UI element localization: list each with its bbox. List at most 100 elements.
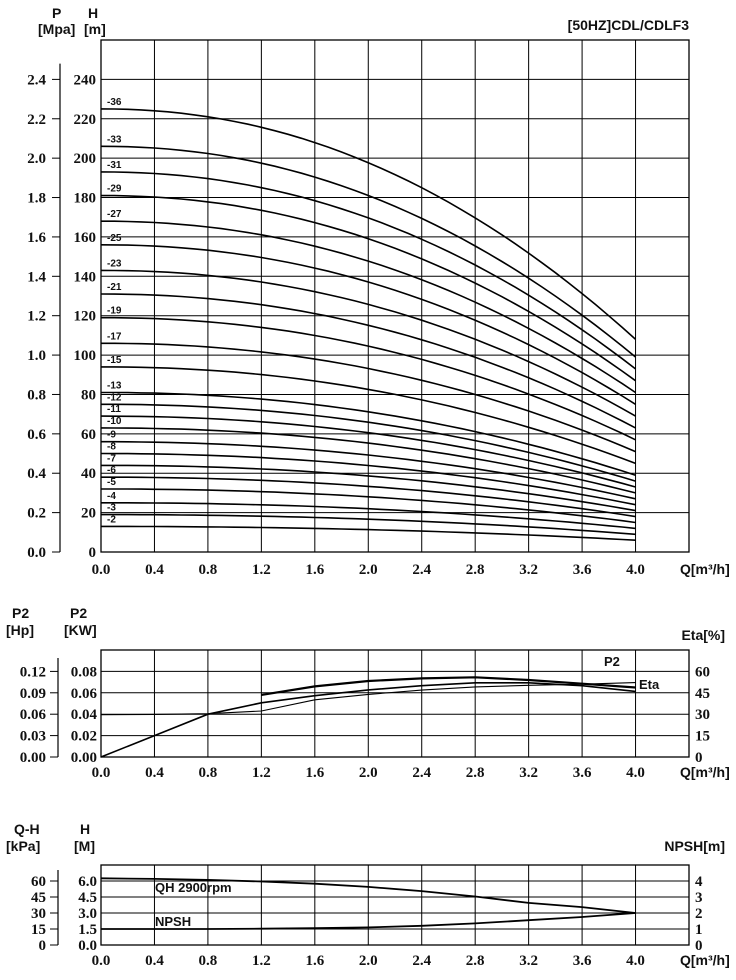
p2-kw-axis-title: P2 [70, 605, 87, 621]
x-tick-label: 1.2 [252, 562, 271, 578]
p-tick-label: 1.0 [27, 348, 46, 364]
x-tick-label: 4.0 [626, 765, 645, 781]
npsh-tick-label: 0 [695, 938, 703, 954]
m-tick-label: 0.0 [78, 938, 97, 954]
hp-tick-label: 0.06 [20, 707, 47, 723]
h-tick-label: 180 [74, 191, 97, 207]
x-tick-label: 3.2 [519, 562, 538, 578]
kpa-tick-label: 15 [31, 922, 46, 938]
stage-label: -12 [107, 392, 122, 403]
x-tick-label: 0.4 [145, 953, 164, 969]
x-axis-title: Q[m³/h] [680, 561, 730, 577]
h-axis-unit: [m] [84, 21, 106, 37]
stage-curve [101, 220, 636, 394]
x-tick-label: 0.8 [199, 765, 218, 781]
stage-label: -33 [107, 134, 122, 145]
stage-label: -31 [107, 160, 122, 171]
qh-plot-frame [100, 39, 690, 553]
qh-axis-unit: [kPa] [6, 838, 40, 854]
h-tick-label: 0 [89, 545, 97, 561]
eta-tick-label: 30 [695, 707, 710, 723]
kw-tick-label: 0.02 [71, 729, 97, 745]
power-efficiency-chart: 0.000.030.060.090.120.000.020.040.060.08… [6, 605, 730, 781]
x-tick-label: 2.0 [359, 562, 378, 578]
kpa-tick-label: 0 [39, 938, 47, 954]
stage-curve [100, 171, 636, 370]
stage-label: -9 [107, 430, 116, 441]
x-tick-label: 3.6 [573, 953, 592, 969]
stage-label: -11 [107, 404, 121, 415]
hp-tick-label: 0.00 [20, 750, 46, 766]
stage-curve [101, 391, 636, 476]
h-tick-label: 80 [81, 387, 96, 403]
stage-label: -36 [107, 97, 122, 108]
x-tick-label: 1.2 [252, 953, 271, 969]
eta-tick-label: 60 [695, 664, 710, 680]
hp-tick-label: 0.12 [20, 664, 46, 680]
p-tick-label: 0.8 [27, 387, 46, 403]
x-tick-label: 2.4 [412, 765, 431, 781]
stage-curve [101, 464, 636, 512]
kpa-tick-label: 60 [31, 874, 46, 890]
x-tick-label: 0.8 [199, 562, 218, 578]
stage-label: -21 [107, 282, 122, 293]
stage-curve [101, 366, 636, 465]
stage-label: -7 [107, 453, 116, 464]
p2-curve-label: P2 [604, 654, 620, 669]
eta-axis-title: Eta[%] [681, 627, 725, 643]
p2-plot-frame [100, 649, 690, 758]
stage-label: -2 [107, 514, 116, 525]
m-tick-label: 6.0 [78, 874, 97, 890]
x-tick-label: 0.4 [145, 562, 164, 578]
p-tick-label: 2.0 [27, 151, 46, 167]
eta-tick-label: 0 [695, 750, 703, 766]
npsh-curve [101, 912, 636, 930]
eta-curve [100, 682, 636, 758]
stage-curve [101, 440, 636, 500]
x-tick-label: 3.2 [519, 765, 538, 781]
chart-title: [50HZ]CDL/CDLF3 [568, 17, 690, 33]
h-tick-label: 100 [74, 348, 97, 364]
stage-curve [101, 502, 636, 530]
eta-tick-label: 15 [695, 729, 710, 745]
x-tick-label: 0.0 [92, 562, 111, 578]
npsh-plot-frame [100, 864, 690, 946]
m-tick-label: 4.5 [78, 890, 97, 906]
p2-hp-axis-unit: [Hp] [6, 622, 34, 638]
stage-label: -17 [107, 331, 122, 342]
x-tick-label: 3.2 [519, 953, 538, 969]
p-tick-label: 1.8 [27, 191, 46, 207]
stage-curve [101, 403, 636, 482]
stage-label: -23 [107, 258, 122, 269]
x-tick-label: 0.0 [92, 953, 111, 969]
stage-label: -29 [107, 184, 122, 195]
x-tick-label: 2.8 [466, 562, 485, 578]
stage-curve [101, 525, 636, 541]
kpa-tick-label: 30 [31, 906, 46, 922]
eta-tick-label: 45 [695, 686, 710, 702]
npsh-axis-title: NPSH[m] [664, 838, 725, 854]
p-axis-title: P [52, 5, 61, 21]
x-tick-label: 2.4 [412, 562, 431, 578]
stage-curve [100, 145, 637, 358]
h-axis-unit: [M] [74, 838, 95, 854]
npsh-tick-label: 1 [695, 922, 703, 938]
p-tick-label: 0.6 [27, 427, 46, 443]
h-tick-label: 60 [81, 427, 96, 443]
stage-label: -4 [107, 491, 116, 502]
h-axis-title: H [88, 5, 98, 21]
x-tick-label: 0.8 [199, 953, 218, 969]
h-tick-label: 140 [74, 269, 97, 285]
stage-label: -6 [107, 465, 116, 476]
kw-tick-label: 0.04 [71, 707, 98, 723]
stage-label: -25 [107, 233, 122, 244]
stage-curve [100, 427, 636, 494]
p-tick-label: 1.6 [27, 230, 46, 246]
stage-label: -10 [107, 416, 122, 427]
stage-label: -27 [107, 209, 122, 220]
p-tick-label: 2.2 [27, 112, 46, 128]
h-tick-label: 120 [74, 309, 97, 325]
x-tick-label: 1.2 [252, 765, 271, 781]
npsh-tick-label: 4 [695, 874, 703, 890]
qh-curve-label: QH 2900rpm [155, 880, 232, 895]
